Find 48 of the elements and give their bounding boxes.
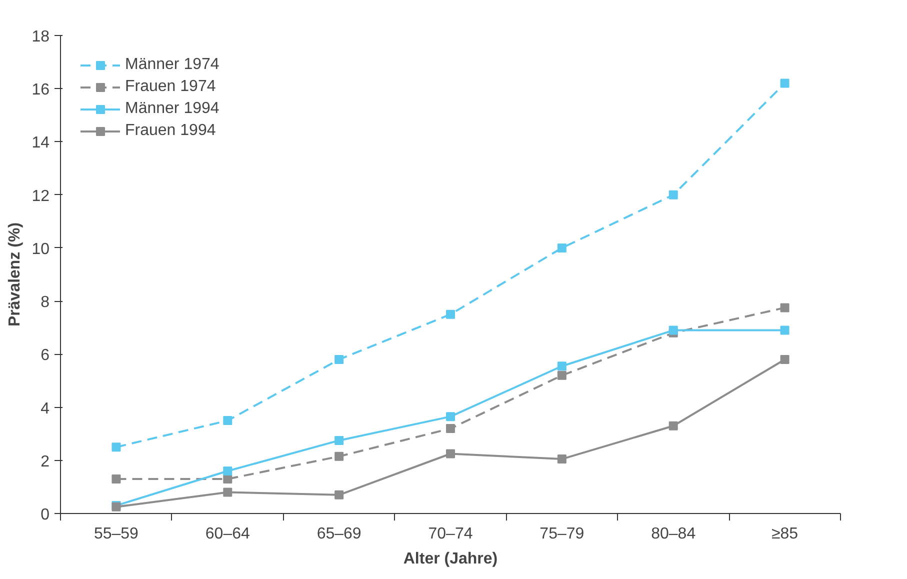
point (223, 474, 232, 484)
point (446, 310, 455, 319)
point (557, 454, 566, 464)
x-tick-label: ≥85 (771, 526, 798, 542)
point (446, 412, 455, 422)
point (780, 326, 790, 335)
x-tick-label: 65–69 (316, 526, 362, 542)
y-tick-label: 4 (40, 400, 50, 418)
legend-label: Männer 1994 (125, 100, 220, 118)
point (223, 488, 232, 497)
point (334, 452, 344, 461)
point (557, 243, 566, 252)
y-tick-label: 18 (32, 28, 50, 46)
point (668, 326, 678, 335)
y-tick-label: 2 (40, 453, 50, 470)
point (557, 370, 566, 380)
point (334, 436, 344, 445)
point (112, 442, 121, 452)
point (446, 449, 455, 458)
x-tick-label: 80–84 (651, 526, 696, 542)
x-tick-label: 75–79 (540, 526, 584, 542)
y-axis-title: Prävalenz (%) (6, 222, 24, 327)
point (334, 354, 344, 364)
point (780, 354, 790, 364)
x-axis-title: Alter (Jahre) (403, 550, 498, 568)
y-tick-label: 8 (40, 294, 50, 312)
x-tick-label: 60–64 (205, 526, 250, 542)
legend-label: Männer 1974 (125, 56, 220, 74)
point (780, 303, 790, 312)
y-tick-label: 10 (32, 240, 50, 258)
y-tick-label: 16 (32, 82, 50, 99)
y-tick-label: 12 (32, 188, 50, 205)
point (668, 421, 678, 430)
x-tick-label: 55–59 (94, 526, 139, 542)
point (780, 78, 790, 88)
point (223, 466, 232, 476)
point (557, 362, 566, 371)
point (223, 416, 232, 426)
point (334, 490, 344, 500)
y-tick-label: 0 (40, 506, 50, 524)
y-tick-label: 6 (40, 347, 50, 364)
point (668, 190, 678, 200)
point (446, 424, 455, 434)
x-tick-label: 70–74 (428, 526, 473, 542)
legend-label: Frauen 1994 (125, 122, 216, 140)
point (112, 474, 121, 484)
y-tick-label: 14 (32, 134, 50, 152)
legend-label: Frauen 1974 (125, 78, 216, 96)
